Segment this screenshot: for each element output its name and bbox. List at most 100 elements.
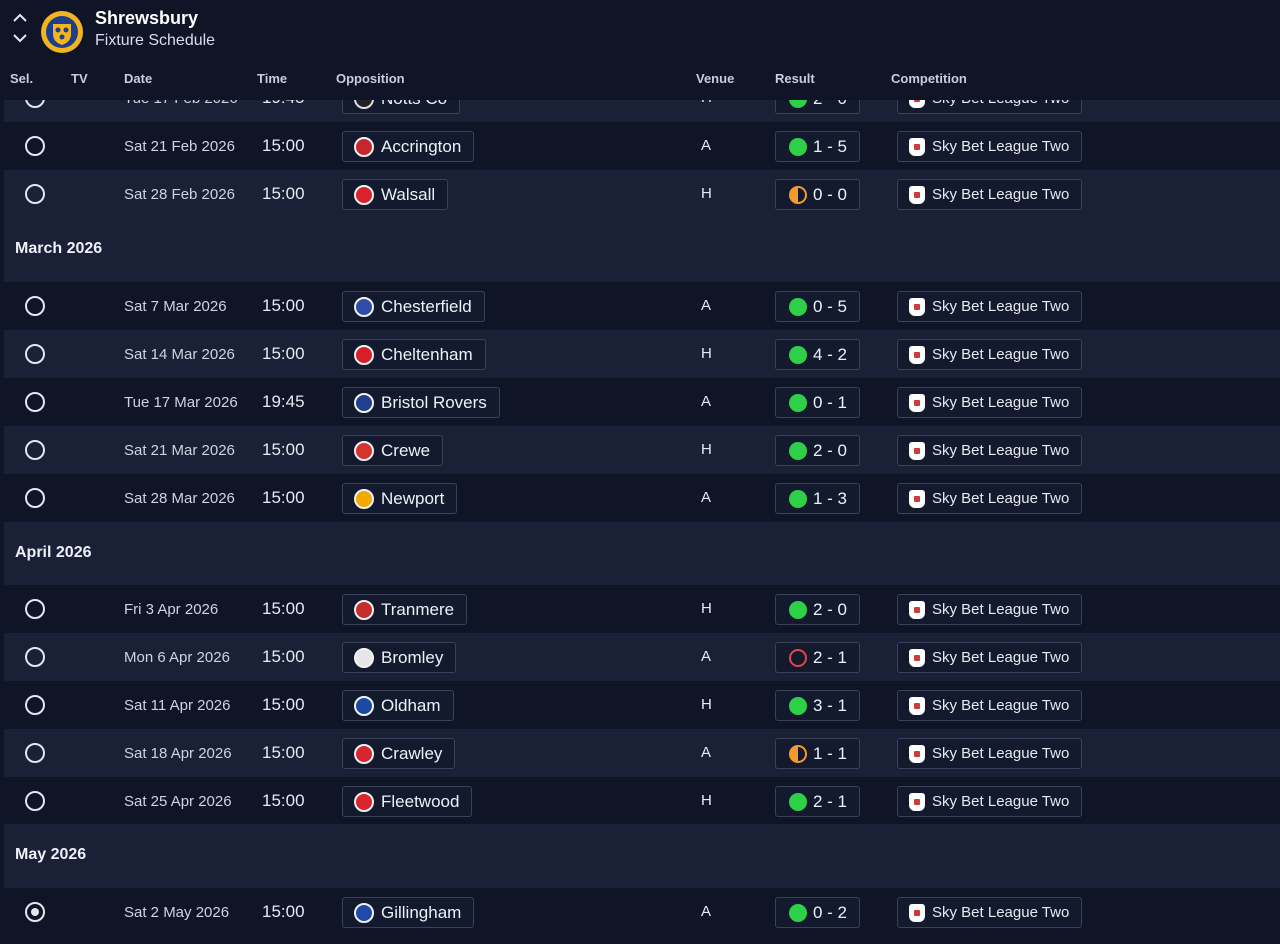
result-button[interactable]: 2 - 0	[775, 594, 861, 625]
select-radio[interactable]	[25, 440, 45, 460]
select-radio[interactable]	[25, 791, 45, 811]
league-logo-icon	[909, 648, 925, 667]
opposition-button[interactable]: Accrington	[342, 131, 475, 162]
column-header-result[interactable]: Result	[775, 71, 815, 86]
competition-button[interactable]: Sky Bet League Two	[897, 594, 1083, 625]
opposition-button[interactable]: Crewe	[342, 435, 444, 466]
select-radio[interactable]	[25, 599, 45, 619]
competition-button[interactable]: Sky Bet League Two	[897, 179, 1083, 210]
opposition-button[interactable]: Cheltenham	[342, 339, 486, 370]
table-row[interactable]: Sat 21 Mar 2026 15:00 Crewe H 2 - 0 Sky Bet L…	[4, 426, 1280, 474]
opposition-button[interactable]: Crawley	[342, 738, 456, 769]
competition-name: Sky Bet League Two	[932, 793, 1070, 810]
result-button[interactable]: 4 - 2	[775, 339, 861, 370]
select-radio[interactable]	[25, 344, 45, 364]
club-crest-icon[interactable]	[40, 10, 84, 54]
result-score: 1 - 5	[813, 136, 848, 156]
column-header-venue[interactable]: Venue	[696, 71, 735, 86]
fixture-venue: A	[701, 137, 712, 154]
result-score: 0 - 5	[813, 296, 848, 316]
result-button[interactable]: 0 - 2	[775, 897, 861, 928]
opposition-button[interactable]: Bromley	[342, 642, 457, 673]
chevron-up-icon[interactable]	[10, 8, 30, 28]
opposition-button[interactable]: Chesterfield	[342, 291, 485, 322]
competition-button[interactable]: Sky Bet League Two	[897, 738, 1083, 769]
league-logo-icon	[909, 137, 925, 156]
select-radio[interactable]	[25, 695, 45, 715]
table-row[interactable]: Sat 14 Mar 2026 15:00 Cheltenham H 4 - 2 Sky …	[4, 330, 1280, 378]
opposition-button[interactable]: Tranmere	[342, 594, 468, 625]
select-radio[interactable]	[25, 488, 45, 508]
opposition-button[interactable]: Gillingham	[342, 897, 475, 928]
select-radio[interactable]	[25, 392, 45, 412]
table-row[interactable]: Sat 28 Mar 2026 15:00 Newport A 1 - 3 Sky Bet…	[4, 474, 1280, 522]
competition-button[interactable]: Sky Bet League Two	[897, 690, 1083, 721]
opposition-button[interactable]: Newport	[342, 483, 458, 514]
select-radio[interactable]	[25, 296, 45, 316]
win-indicator-icon	[789, 137, 807, 156]
column-header-competition[interactable]: Competition	[891, 71, 967, 86]
competition-button[interactable]: Sky Bet League Two	[897, 786, 1083, 817]
table-row[interactable]: Mon 6 Apr 2026 15:00 Bromley A 2 - 1 Sky Bet …	[4, 633, 1280, 681]
result-button[interactable]: 0 - 0	[775, 179, 861, 210]
opposition-button[interactable]: Oldham	[342, 690, 454, 721]
club-name[interactable]: Shrewsbury	[95, 8, 199, 28]
table-row[interactable]: Sat 21 Feb 2026 15:00 Accrington A 1 - 5 Sky …	[4, 122, 1280, 170]
fixture-date: Tue 17 Mar 2026	[124, 394, 238, 411]
table-row[interactable]: Fri 3 Apr 2026 15:00 Tranmere H 2 - 0 Sky Bet…	[4, 585, 1280, 633]
table-row[interactable]: Sat 2 May 2026 15:00 Gillingham A 0 - 2 Sky B…	[4, 888, 1280, 936]
select-radio[interactable]	[25, 902, 45, 922]
competition-button[interactable]: Sky Bet League Two	[897, 291, 1083, 322]
table-row[interactable]: Tue 17 Mar 2026 19:45 Bristol Rovers A 0 - 1…	[4, 378, 1280, 426]
fixture-date: Sat 2 May 2026	[124, 904, 230, 921]
result-button[interactable]: 3 - 1	[775, 690, 861, 721]
competition-name: Sky Bet League Two	[932, 442, 1070, 459]
competition-button[interactable]: Sky Bet League Two	[897, 131, 1083, 162]
fixture-date: Sat 28 Feb 2026	[124, 186, 235, 203]
result-button[interactable]: 2 - 1	[775, 786, 861, 817]
page-subtitle: Fixture Schedule	[95, 32, 216, 49]
opposition-name: Fleetwood	[381, 791, 460, 811]
column-header-time[interactable]: Time	[257, 71, 288, 86]
result-button[interactable]: 0 - 5	[775, 291, 861, 322]
fixture-time: 15:00	[262, 695, 305, 714]
column-header-sel[interactable]: Sel.	[10, 71, 34, 86]
result-button[interactable]: 1 - 1	[775, 738, 861, 769]
table-row[interactable]: Sat 18 Apr 2026 15:00 Crawley A 1 - 1 Sky Bet…	[4, 729, 1280, 777]
competition-button[interactable]: Sky Bet League Two	[897, 387, 1083, 418]
table-row[interactable]: Sat 11 Apr 2026 15:00 Oldham H 3 - 1 Sky Bet …	[4, 681, 1280, 729]
result-button[interactable]: 1 - 3	[775, 483, 861, 514]
column-header-date[interactable]: Date	[124, 71, 153, 86]
league-logo-icon	[909, 792, 925, 811]
table-row[interactable]: Sat 7 Mar 2026 15:00 Chesterfield A 0 - 5 Sky…	[4, 282, 1280, 330]
select-radio[interactable]	[25, 647, 45, 667]
competition-button[interactable]: Sky Bet League Two	[897, 897, 1083, 928]
result-button[interactable]: 0 - 1	[775, 387, 861, 418]
select-radio[interactable]	[25, 184, 45, 204]
result-button[interactable]: 1 - 5	[775, 131, 861, 162]
select-radio[interactable]	[25, 136, 45, 156]
opposition-button[interactable]: Bristol Rovers	[342, 387, 500, 418]
competition-button[interactable]: Sky Bet League Two	[897, 435, 1083, 466]
column-header-opposition[interactable]: Opposition	[336, 71, 405, 86]
fixture-date: Sat 28 Mar 2026	[124, 490, 235, 507]
chevron-down-icon[interactable]	[10, 28, 30, 48]
competition-button[interactable]: Sky Bet League Two	[897, 483, 1083, 514]
competition-button[interactable]: Sky Bet League Two	[897, 642, 1083, 673]
opposition-name: Cheltenham	[381, 344, 473, 364]
league-logo-icon	[909, 345, 925, 364]
column-header-tv[interactable]: TV	[71, 71, 88, 86]
league-logo-icon	[909, 903, 925, 922]
competition-button[interactable]: Sky Bet League Two	[897, 339, 1083, 370]
competition-name: Sky Bet League Two	[932, 394, 1070, 411]
result-button[interactable]: 2 - 0	[775, 435, 861, 466]
result-button[interactable]: 2 - 1	[775, 642, 861, 673]
select-radio[interactable]	[25, 743, 45, 763]
league-logo-icon	[909, 393, 925, 412]
table-row[interactable]: Sat 28 Feb 2026 15:00 Walsall H 0 - 0 Sky Bet…	[4, 170, 1280, 218]
opposition-button[interactable]: Fleetwood	[342, 786, 473, 817]
table-row[interactable]: Sat 25 Apr 2026 15:00 Fleetwood H 2 - 1 Sky B…	[4, 777, 1280, 825]
opposition-button[interactable]: Walsall	[342, 179, 449, 210]
fixture-date: Sat 21 Mar 2026	[124, 442, 235, 459]
opposition-name: Bromley	[381, 647, 444, 667]
